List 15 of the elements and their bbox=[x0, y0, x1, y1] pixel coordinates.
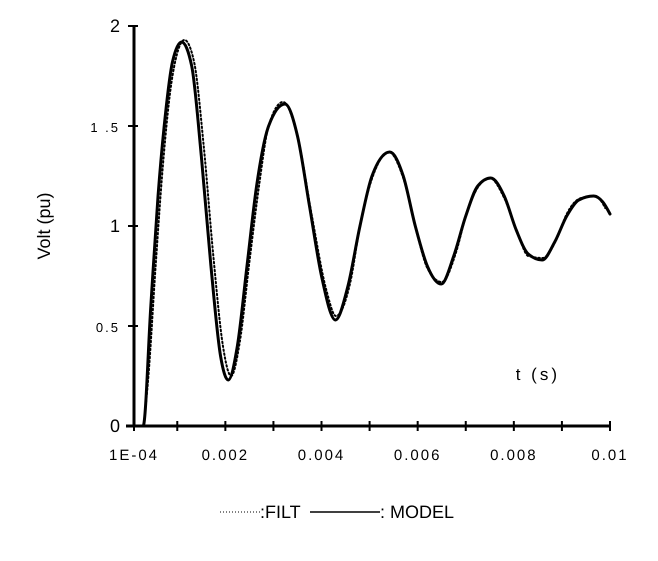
x-tick-label: 0.002 bbox=[202, 447, 250, 464]
legend-label: :FILT bbox=[260, 502, 301, 522]
x-tick-label: 0.01 bbox=[591, 447, 629, 464]
x-tick-label: 0.004 bbox=[298, 447, 346, 464]
y-tick-label: 0.5 bbox=[96, 320, 120, 335]
x-tick-label: 0.008 bbox=[490, 447, 538, 464]
legend-label: : MODEL bbox=[380, 502, 454, 522]
y-tick-label: 1 bbox=[110, 216, 120, 236]
x-axis-title: t (s) bbox=[516, 365, 560, 384]
y-tick-label: 1 .5 bbox=[90, 120, 120, 135]
x-tick-label: 0.006 bbox=[394, 447, 442, 464]
y-tick-label: 2 bbox=[110, 16, 120, 36]
y-tick-label: 0 bbox=[110, 416, 120, 436]
x-tick-label: 1E-04 bbox=[108, 447, 160, 464]
y-axis-title: Volt (pu) bbox=[34, 192, 54, 260]
